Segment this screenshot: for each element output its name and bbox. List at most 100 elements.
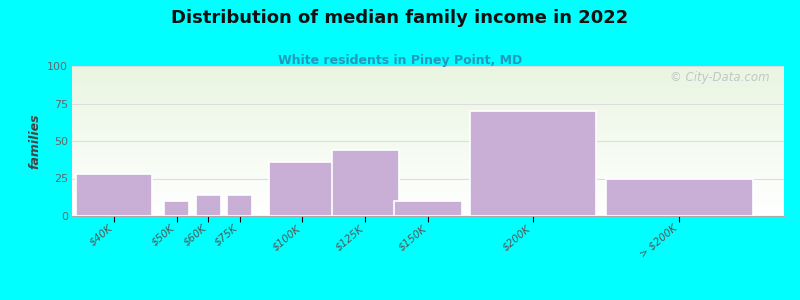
Bar <box>72 80 784 81</box>
Bar <box>72 101 784 102</box>
Bar <box>72 153 784 154</box>
Bar <box>72 143 784 144</box>
Bar <box>72 165 784 166</box>
Bar <box>72 204 784 205</box>
Bar <box>470 111 595 216</box>
Bar <box>76 174 151 216</box>
Bar <box>72 124 784 125</box>
Bar <box>72 92 784 93</box>
Bar <box>72 163 784 164</box>
Bar <box>72 171 784 172</box>
Bar <box>72 213 784 214</box>
Bar <box>72 113 784 114</box>
Bar <box>72 104 784 105</box>
Bar <box>72 140 784 141</box>
Bar <box>72 147 784 148</box>
Bar <box>72 212 784 213</box>
Bar <box>195 195 221 216</box>
Bar <box>72 190 784 191</box>
Bar <box>72 193 784 194</box>
Bar <box>72 168 784 169</box>
Bar <box>72 112 784 113</box>
Bar <box>72 97 784 98</box>
Bar <box>72 117 784 118</box>
Text: Distribution of median family income in 2022: Distribution of median family income in … <box>171 9 629 27</box>
Bar <box>72 90 784 91</box>
Bar <box>72 100 784 101</box>
Bar <box>72 178 784 179</box>
Bar <box>72 95 784 96</box>
Bar <box>72 141 784 142</box>
Bar <box>72 198 784 199</box>
Bar <box>269 162 336 216</box>
Bar <box>72 68 784 69</box>
Bar <box>72 114 784 115</box>
Bar <box>72 81 784 82</box>
Bar <box>72 211 784 212</box>
Bar <box>72 159 784 160</box>
Bar <box>72 123 784 124</box>
Bar <box>72 120 784 121</box>
Bar <box>72 179 784 180</box>
Text: White residents in Piney Point, MD: White residents in Piney Point, MD <box>278 54 522 67</box>
Bar <box>72 135 784 136</box>
Bar <box>72 84 784 85</box>
Bar <box>72 144 784 145</box>
Bar <box>72 166 784 167</box>
Bar <box>72 174 784 175</box>
Bar <box>72 85 784 86</box>
Bar <box>72 83 784 84</box>
Bar <box>72 201 784 202</box>
Bar <box>72 186 784 187</box>
Bar <box>72 164 784 165</box>
Bar <box>72 162 784 163</box>
Bar <box>72 82 784 83</box>
Bar <box>72 158 784 159</box>
Bar <box>72 134 784 135</box>
Bar <box>72 133 784 134</box>
Bar <box>72 173 784 174</box>
Bar <box>72 202 784 203</box>
Bar <box>72 154 784 155</box>
Bar <box>72 205 784 206</box>
Bar <box>72 139 784 140</box>
Bar <box>72 131 784 132</box>
Bar <box>72 128 784 129</box>
Bar <box>72 215 784 216</box>
Bar <box>72 136 784 137</box>
Bar <box>72 93 784 94</box>
Bar <box>72 126 784 127</box>
Bar <box>72 208 784 209</box>
Bar <box>72 203 784 204</box>
Bar <box>72 69 784 70</box>
Bar <box>72 105 784 106</box>
Text: © City-Data.com: © City-Data.com <box>670 70 770 83</box>
Bar <box>72 156 784 157</box>
Bar <box>72 121 784 122</box>
Bar <box>72 170 784 171</box>
Bar <box>72 70 784 71</box>
Bar <box>72 76 784 77</box>
Bar <box>72 197 784 198</box>
Bar <box>72 110 784 111</box>
Bar <box>72 183 784 184</box>
Bar <box>72 151 784 152</box>
Bar <box>72 98 784 99</box>
Bar <box>72 79 784 80</box>
Bar <box>72 88 784 89</box>
Bar <box>72 157 784 158</box>
Bar <box>72 87 784 88</box>
Bar <box>72 146 784 147</box>
Bar <box>72 167 784 168</box>
Bar <box>72 192 784 193</box>
Bar <box>72 169 784 170</box>
Bar <box>72 115 784 116</box>
Bar <box>72 66 784 67</box>
Bar <box>72 125 784 126</box>
Bar <box>72 200 784 201</box>
Bar <box>72 94 784 95</box>
Bar <box>72 210 784 211</box>
Bar <box>72 111 784 112</box>
Bar <box>72 74 784 75</box>
Bar <box>72 71 784 72</box>
